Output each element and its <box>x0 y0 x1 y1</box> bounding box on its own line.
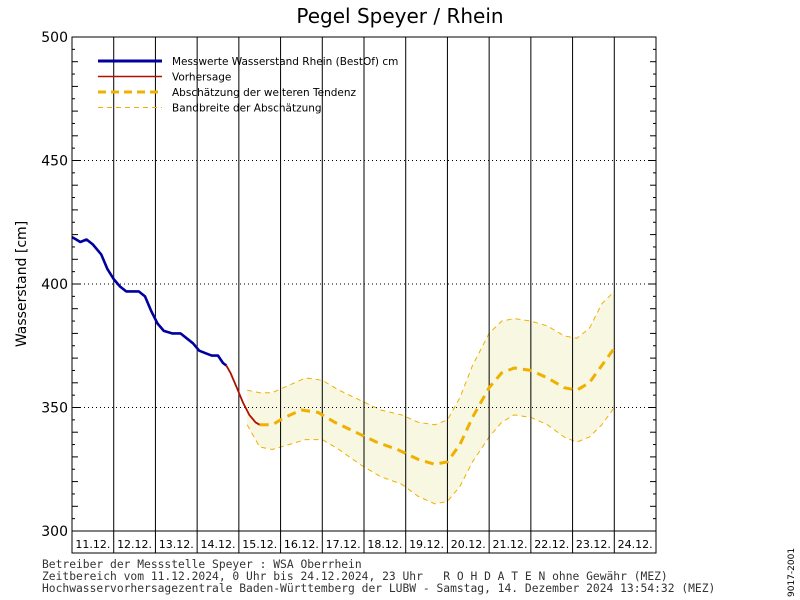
y-tick-label: 500 <box>41 30 68 46</box>
x-tick-label: 22.12. <box>534 538 569 551</box>
x-tick-label: 15.12. <box>242 538 277 551</box>
x-tick-label: 11.12. <box>75 538 110 551</box>
legend-label: Abschätzung der weiteren Tendenz <box>172 87 357 99</box>
y-axis-label: Wasserstand [cm] <box>14 221 30 347</box>
x-tick-label: 20.12. <box>451 538 486 551</box>
y-tick-label: 450 <box>41 154 68 170</box>
x-tick-label: 18.12. <box>367 538 402 551</box>
grid-layer <box>72 37 656 531</box>
series-measured-line <box>71 235 228 367</box>
legend: Messwerte Wasserstand Rhein (BestOf) cm V… <box>98 56 398 115</box>
band-fill <box>247 291 615 504</box>
y-tick-label: 300 <box>41 524 68 540</box>
footer-operator: Betreiber der Messstelle Speyer : WSA Ob… <box>42 558 362 571</box>
y-tick-label: 400 <box>41 277 68 293</box>
footer-timerange: Zeitbereich vom 11.12.2024, 0 Uhr bis 24… <box>42 570 668 583</box>
x-tick-label: 23.12. <box>576 538 611 551</box>
axis-layer: 11.12. 12.12. 13.12. 14.12. 15.12. 16.12. 17.1… <box>14 30 657 554</box>
x-tick-label: 14.12. <box>201 538 236 551</box>
band-lower-line <box>246 407 615 505</box>
x-tick-label: 13.12. <box>159 538 194 551</box>
chart-title: Pegel Speyer / Rhein <box>296 4 504 28</box>
legend-label: Bandbreite der Abschätzung <box>172 103 322 115</box>
series-layer <box>71 235 616 466</box>
footer-issuer: Hochwasservorhersagezentrale Baden-Württ… <box>42 582 716 595</box>
x-tick-label: 19.12. <box>409 538 444 551</box>
band-layer <box>246 291 615 505</box>
y-tick-label: 350 <box>41 401 68 417</box>
legend-label: Messwerte Wasserstand Rhein (BestOf) cm <box>172 56 398 68</box>
series-forecast-line <box>225 365 261 426</box>
series-tendency-line <box>259 347 616 466</box>
x-tick-label: 21.12. <box>493 538 528 551</box>
legend-label: Vorhersage <box>172 72 231 84</box>
x-tick-label: 12.12. <box>117 538 152 551</box>
side-code: 9017-2001 <box>787 547 797 597</box>
x-tick-label: 16.12. <box>284 538 319 551</box>
x-tick-label: 24.12. <box>618 538 653 551</box>
x-tick-label: 17.12. <box>326 538 361 551</box>
